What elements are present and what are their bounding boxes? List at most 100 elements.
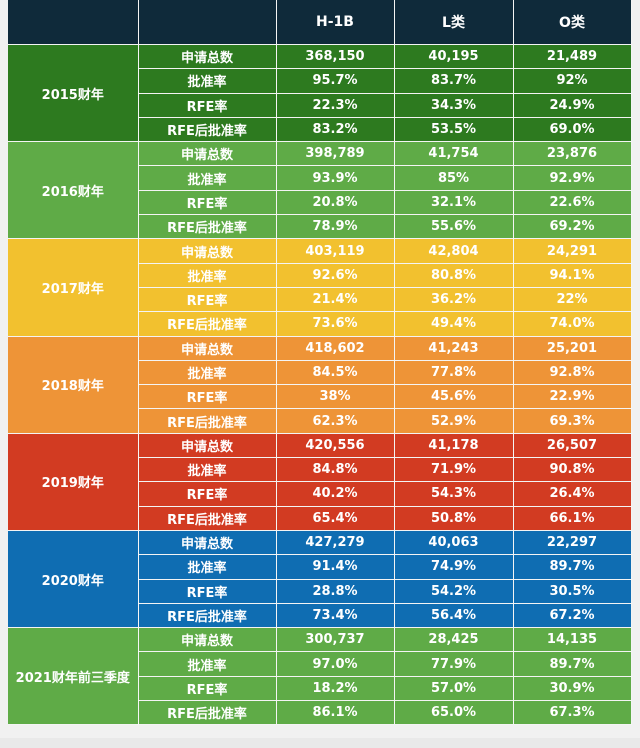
o-class-value: 67.2% <box>513 603 632 629</box>
o-class-value: 89.7% <box>513 554 632 580</box>
table-body: 2015财年 申请总数 368,150 40,195 21,489 批准率 95.7% 83.… <box>8 44 632 726</box>
l-class-value: 65.0% <box>394 700 514 726</box>
h1b-value: 398,789 <box>276 141 395 167</box>
metric-label: RFE率 <box>138 676 277 702</box>
header-metric <box>138 0 277 45</box>
data-table-container: H-1B L类 O类 2015财年 申请总数 368,150 40,195 21,489… <box>8 0 632 726</box>
h1b-value: 84.8% <box>276 457 395 483</box>
o-class-value: 92.9% <box>513 165 632 191</box>
o-class-value: 22% <box>513 287 632 313</box>
o-class-value: 24,291 <box>513 238 632 264</box>
header-h1b: H-1B <box>276 0 395 45</box>
o-class-value: 69.3% <box>513 408 632 434</box>
h1b-value: 84.5% <box>276 360 395 386</box>
h1b-value: 403,119 <box>276 238 395 264</box>
h1b-value: 97.0% <box>276 651 395 677</box>
metric-label: RFE后批准率 <box>138 214 277 240</box>
header-row: H-1B L类 O类 <box>8 0 632 45</box>
metric-label: 批准率 <box>138 360 277 386</box>
metric-label: RFE率 <box>138 93 277 118</box>
l-class-value: 49.4% <box>394 311 514 337</box>
o-class-value: 25,201 <box>513 336 632 361</box>
h1b-value: 38% <box>276 384 395 410</box>
table-row: 2016财年 申请总数 398,789 41,754 23,876 <box>8 141 632 240</box>
table-row: RFE后批准率 65.4% 50.8% 66.1% <box>8 506 632 531</box>
table-header: H-1B L类 O类 <box>8 0 632 45</box>
header-corner <box>8 0 139 45</box>
h1b-value: 418,602 <box>276 336 395 361</box>
l-class-value: 41,754 <box>394 141 514 167</box>
metric-label: 批准率 <box>138 457 277 483</box>
l-class-value: 52.9% <box>394 408 514 434</box>
metric-label: 申请总数 <box>138 530 277 556</box>
h1b-value: 93.9% <box>276 165 395 191</box>
metric-label: RFE率 <box>138 579 277 604</box>
header-o-class: O类 <box>513 0 632 45</box>
metric-label: RFE后批准率 <box>138 603 277 629</box>
h1b-value: 28.8% <box>276 579 395 604</box>
o-class-value: 69.2% <box>513 214 632 240</box>
l-class-value: 57.0% <box>394 676 514 702</box>
o-class-value: 92% <box>513 68 632 94</box>
year-label: 2020财年 <box>8 530 139 629</box>
l-class-value: 40,063 <box>394 530 514 556</box>
o-class-value: 30.9% <box>513 676 632 702</box>
o-class-value: 66.1% <box>513 506 632 531</box>
year-label: 2016财年 <box>8 141 139 240</box>
l-class-value: 34.3% <box>394 93 514 118</box>
metric-label: 申请总数 <box>138 627 277 653</box>
h1b-value: 78.9% <box>276 214 395 240</box>
l-class-value: 42,804 <box>394 238 514 264</box>
o-class-value: 92.8% <box>513 360 632 386</box>
o-class-value: 14,135 <box>513 627 632 653</box>
h1b-value: 18.2% <box>276 676 395 702</box>
metric-label: RFE率 <box>138 384 277 410</box>
h1b-value: 21.4% <box>276 287 395 313</box>
o-class-value: 69.0% <box>513 117 632 143</box>
h1b-value: 420,556 <box>276 433 395 459</box>
h1b-value: 86.1% <box>276 700 395 726</box>
l-class-value: 71.9% <box>394 457 514 483</box>
metric-label: RFE率 <box>138 287 277 313</box>
metric-label: 批准率 <box>138 68 277 94</box>
h1b-value: 73.6% <box>276 311 395 337</box>
l-class-value: 77.8% <box>394 360 514 386</box>
o-class-value: 22,297 <box>513 530 632 556</box>
l-class-value: 41,178 <box>394 433 514 459</box>
o-class-value: 94.1% <box>513 263 632 288</box>
year-label: 2019财年 <box>8 433 139 531</box>
metric-label: 申请总数 <box>138 336 277 361</box>
l-class-value: 80.8% <box>394 263 514 288</box>
h1b-value: 368,150 <box>276 44 395 70</box>
o-class-value: 26,507 <box>513 433 632 459</box>
metric-label: RFE后批准率 <box>138 700 277 726</box>
l-class-value: 28,425 <box>394 627 514 653</box>
o-class-value: 22.9% <box>513 384 632 410</box>
table-row: 2017财年 申请总数 403,119 42,804 24,291 <box>8 238 632 337</box>
h1b-value: 83.2% <box>276 117 395 143</box>
table-row: 2019财年 申请总数 420,556 41,178 26,507 <box>8 433 632 531</box>
h1b-value: 73.4% <box>276 603 395 629</box>
metric-label: 批准率 <box>138 651 277 677</box>
l-class-value: 40,195 <box>394 44 514 70</box>
metric-label: 申请总数 <box>138 141 277 167</box>
metric-label: 申请总数 <box>138 433 277 459</box>
o-class-value: 89.7% <box>513 651 632 677</box>
l-class-value: 83.7% <box>394 68 514 94</box>
metric-label: RFE后批准率 <box>138 117 277 143</box>
o-class-value: 90.8% <box>513 457 632 483</box>
h1b-value: 95.7% <box>276 68 395 94</box>
h1b-value: 427,279 <box>276 530 395 556</box>
l-class-value: 36.2% <box>394 287 514 313</box>
o-class-value: 67.3% <box>513 700 632 726</box>
metric-label: 批准率 <box>138 165 277 191</box>
h1b-value: 91.4% <box>276 554 395 580</box>
metric-label: RFE率 <box>138 481 277 507</box>
year-label: 2017财年 <box>8 238 139 337</box>
l-class-value: 54.2% <box>394 579 514 604</box>
o-class-value: 26.4% <box>513 481 632 507</box>
l-class-value: 56.4% <box>394 603 514 629</box>
l-class-value: 74.9% <box>394 554 514 580</box>
table-row: 2020财年 申请总数 427,279 40,063 22,297 <box>8 530 632 629</box>
l-class-value: 41,243 <box>394 336 514 361</box>
